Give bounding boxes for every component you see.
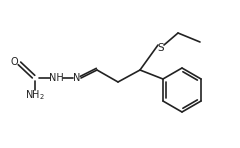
Text: NH: NH [49, 73, 63, 83]
Text: S: S [158, 43, 164, 53]
Text: NH$_2$: NH$_2$ [25, 88, 45, 102]
Text: O: O [10, 57, 18, 67]
Text: N: N [73, 73, 81, 83]
